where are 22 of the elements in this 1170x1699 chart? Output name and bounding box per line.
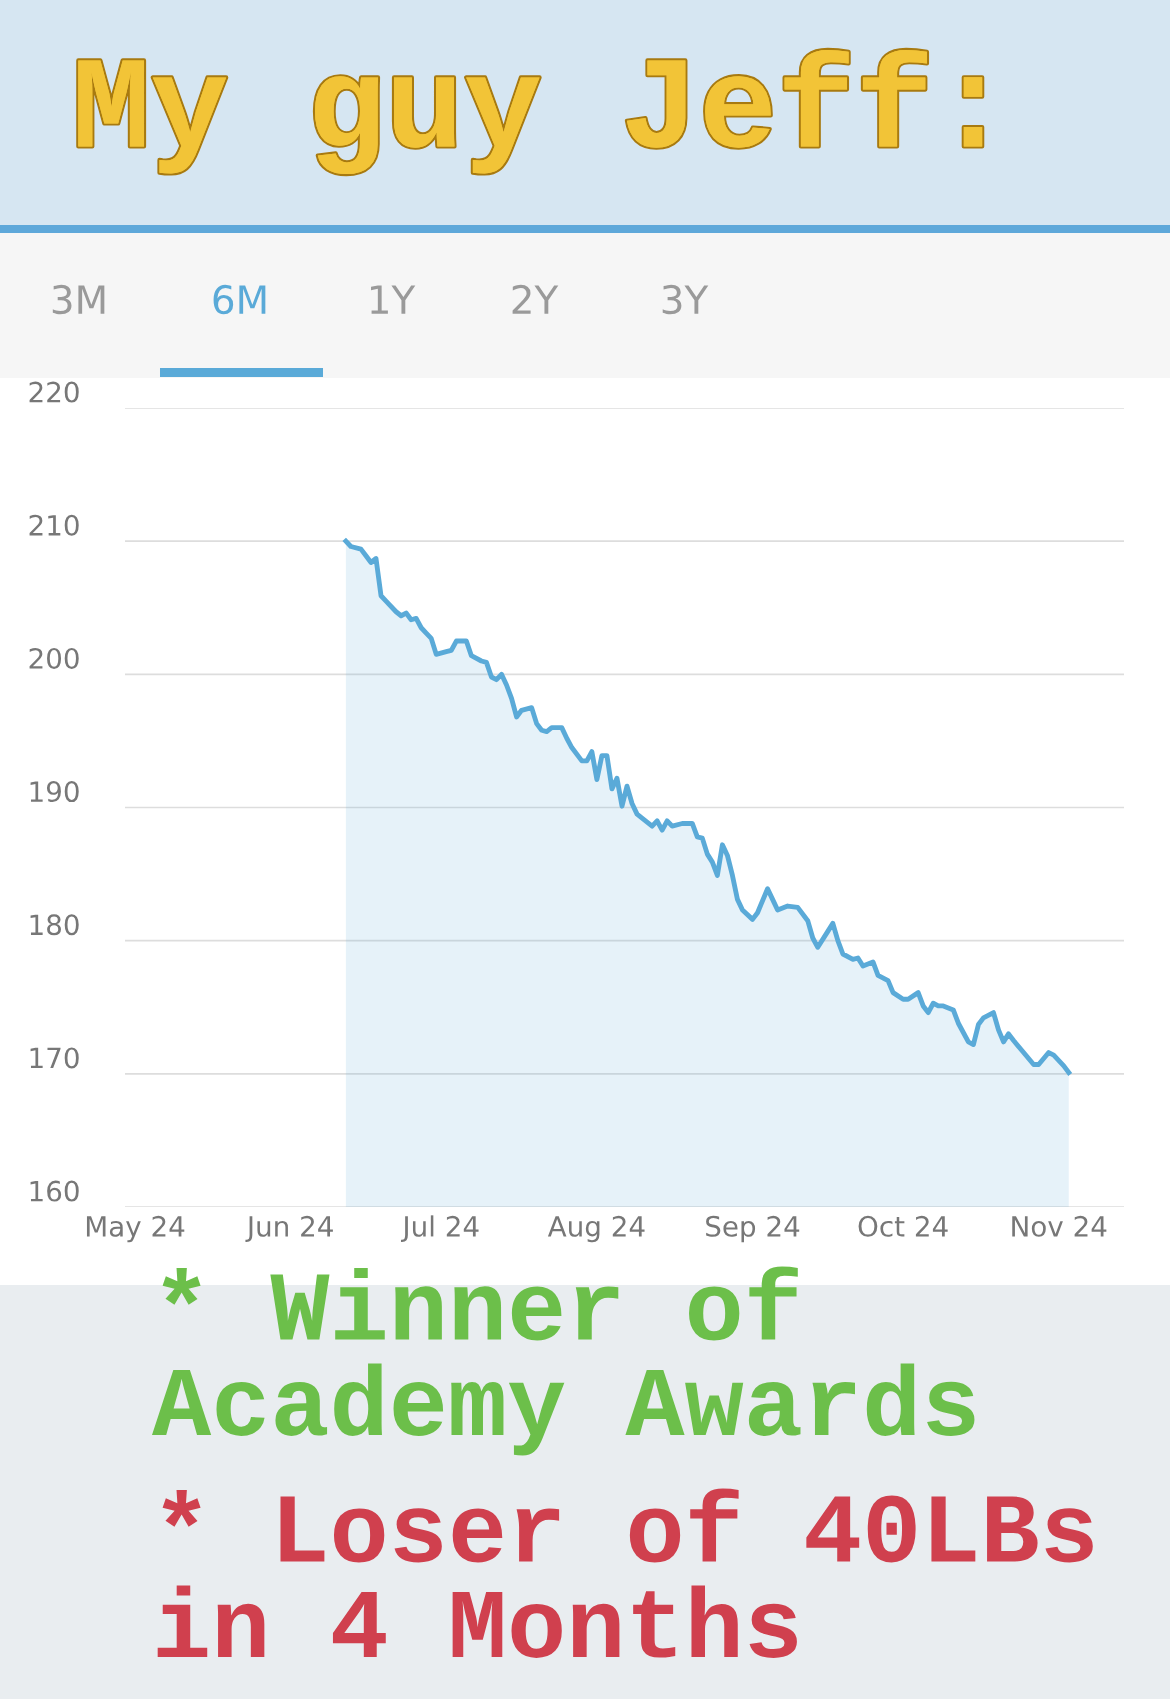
x-tick-label: Nov 24 [1012, 1215, 1107, 1237]
text: 6M [213, 284, 266, 315]
text: 2Y [512, 284, 559, 314]
x-tick-label: Jul 24 [400, 1215, 479, 1242]
chart-title: My guy Jeff: [78, 49, 983, 175]
y-tick-label: 190 [30, 781, 79, 803]
y-tick-label: 170 [30, 1047, 79, 1069]
text: 1Y [371, 285, 416, 314]
x-tick-label: Jun 24 [245, 1215, 333, 1242]
text: * Winner of Academy Awards [152, 1266, 975, 1456]
y-tick-label: 210 [29, 514, 79, 536]
y-tick-label: 200 [29, 647, 79, 669]
y-tick-label: 180 [30, 914, 79, 936]
x-tick-label: Sep 24 [706, 1215, 800, 1243]
x-tick-label: May 24 [86, 1215, 185, 1243]
x-tick-label: Oct 24 [858, 1215, 948, 1237]
text: 3Y [662, 284, 709, 315]
x-tick-label: Aug 24 [547, 1215, 645, 1243]
y-tick-label: 160 [30, 1180, 79, 1202]
y-tick-label: 220 [29, 381, 79, 403]
text: * Loser of 40LBs in 4 Months [157, 1488, 1093, 1658]
text: 3M [52, 284, 105, 315]
